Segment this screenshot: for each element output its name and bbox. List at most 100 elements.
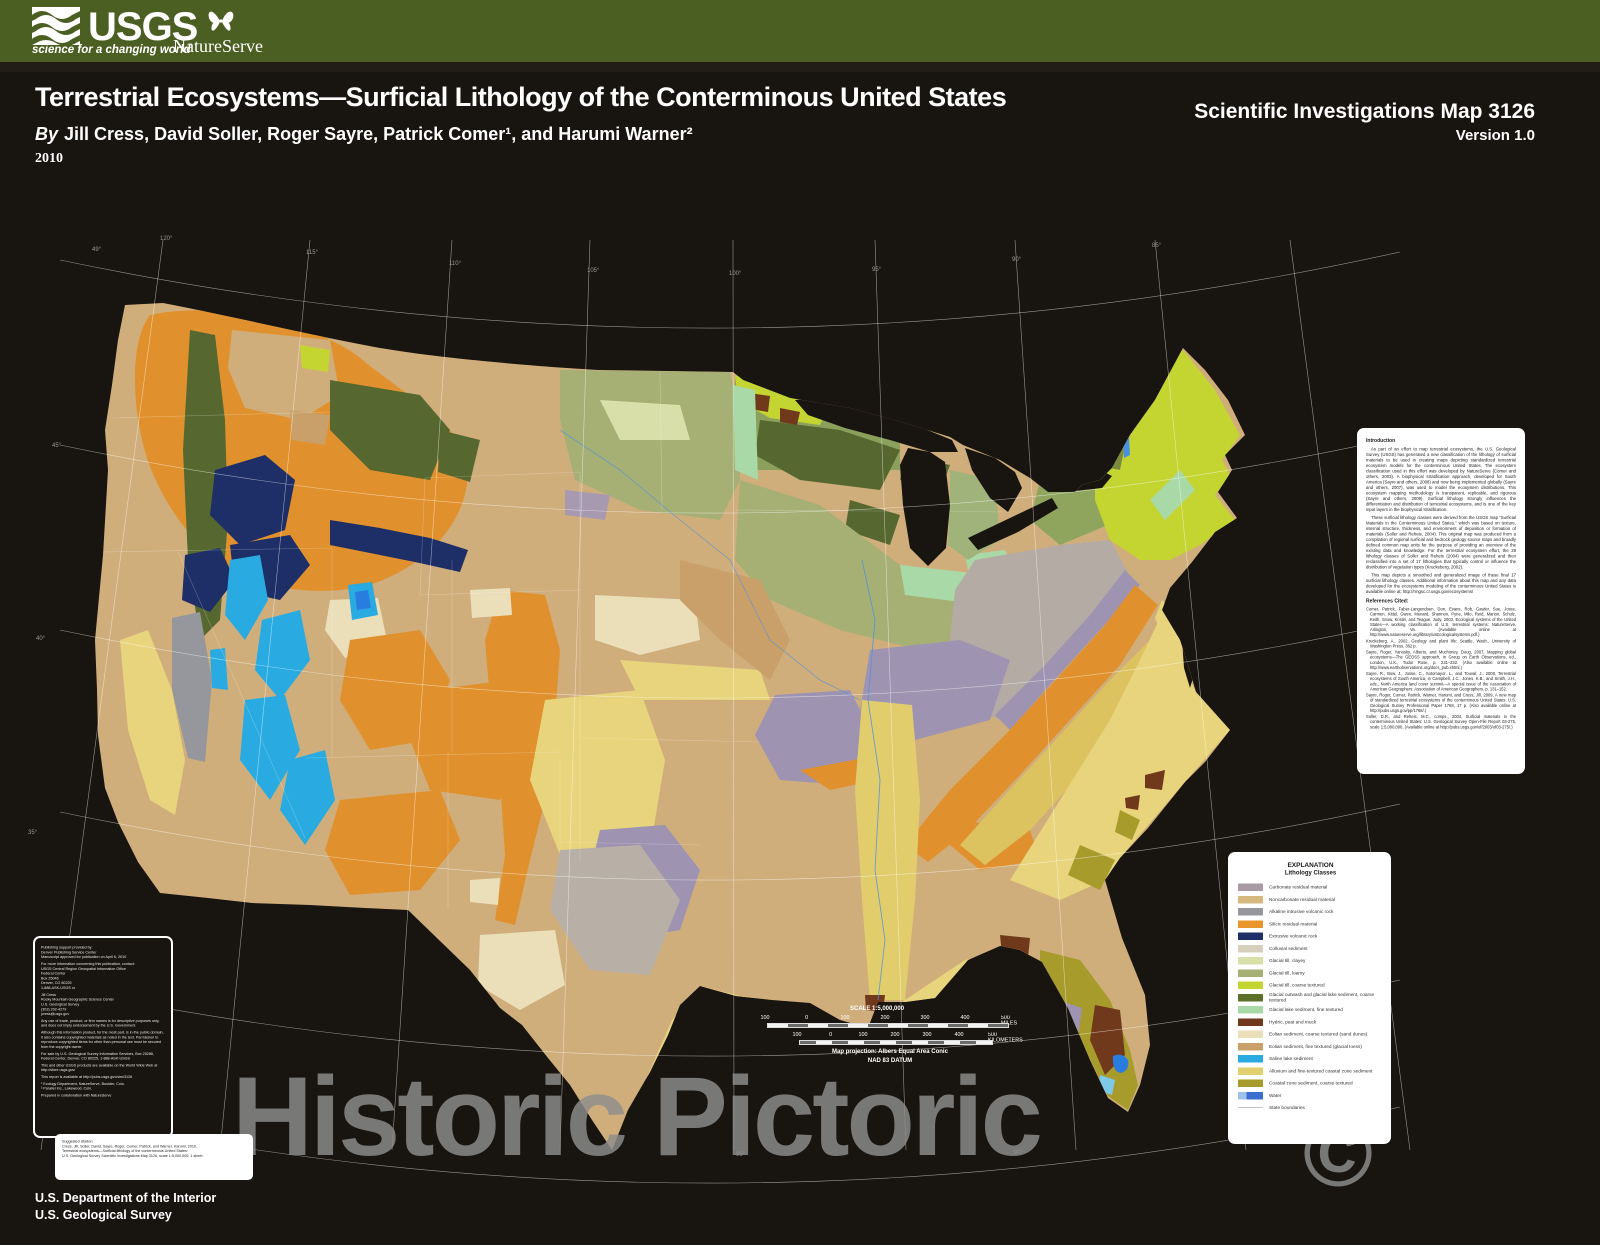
legend-item-label: Silicic residual material <box>1269 921 1318 927</box>
legend-swatch <box>1238 1042 1263 1051</box>
graticule-label: 95° <box>872 267 882 273</box>
legend-items: Carbonate residual material Noncarbonate… <box>1238 881 1383 1102</box>
legend-item: Alluvium and fine-textured coastal zone … <box>1238 1065 1383 1077</box>
legend-swatch <box>1238 957 1263 965</box>
reference-panel: Introduction As part of an effort to map… <box>1357 428 1525 774</box>
legend-swatch <box>1238 1018 1263 1026</box>
legend-panel: EXPLANATION Lithology Classes Carbonate … <box>1228 852 1391 1144</box>
byline: By Jill Cress, David Soller, Roger Sayre,… <box>35 124 693 145</box>
series-block: Scientific Investigations Map 3126 Versi… <box>1194 100 1535 144</box>
legend-item: Noncarbonate residual material <box>1238 893 1383 905</box>
scale-miles-bar <box>767 1023 1009 1028</box>
scale-km-bar <box>799 1040 993 1045</box>
legend-item-label: State boundaries <box>1269 1105 1305 1111</box>
suggested-citation-box: Suggested citation: Cress, Jill, Soller, … <box>55 1134 253 1180</box>
legend-item-label: Eolian sediment, fine textured (glacial … <box>1269 1043 1362 1050</box>
legend-item-state-boundaries: State boundaries <box>1238 1102 1383 1114</box>
legend-swatch <box>1238 1030 1263 1038</box>
legend-item: Alkaline intrusive volcanic rock <box>1238 906 1383 918</box>
legend-item-label: Water <box>1269 1092 1282 1099</box>
footer-survey: U.S. Geological Survey <box>35 1207 172 1222</box>
legend-item: Glacial outwash and glacial lake sedimen… <box>1238 991 1383 1003</box>
legend-item-label: Colluvial sediment <box>1269 945 1308 952</box>
legend-item: Eolian sediment, fine textured (glacial … <box>1238 1040 1383 1052</box>
header-divider <box>0 62 1600 72</box>
legend-item: Water <box>1238 1089 1383 1101</box>
legend-item: Glacial till, coarse textured <box>1238 979 1383 991</box>
legend-item-label: Glacial till, coarse textured <box>1269 982 1325 989</box>
legend-item-label: Extrusive volcanic rock <box>1269 933 1318 940</box>
series-title: Scientific Investigations Map 3126 <box>1194 100 1535 123</box>
legend-swatch <box>1238 1091 1263 1100</box>
graticule-label: 100° <box>729 271 742 277</box>
legend-swatch <box>1238 908 1263 916</box>
graticule-label: 95° <box>736 1152 746 1158</box>
legend-swatch <box>1238 981 1263 989</box>
legend-item-label: Alluvium and fine-textured coastal zone … <box>1269 1068 1373 1074</box>
legend-item-label: Eolian sediment, coarse textured (sand d… <box>1269 1031 1368 1038</box>
usgs-tagline: science for a changing world <box>32 44 191 56</box>
legend-item: Extrusive volcanic rock <box>1238 930 1383 942</box>
projection-note: Map projection: Albers Equal Area Conic … <box>832 1049 948 1064</box>
graticule-label: 110° <box>449 261 461 267</box>
legend-item: Glacial lake sediment, fine textured <box>1238 1004 1383 1016</box>
legend-item: Hydric, peat and muck <box>1238 1016 1383 1028</box>
graticule-label: 45° <box>52 443 62 449</box>
legend-swatch <box>1238 944 1263 953</box>
graticule-label: 35° <box>28 830 38 836</box>
legend-swatch <box>1238 1006 1263 1014</box>
legend-swatch <box>1238 993 1263 1002</box>
legend-swatch <box>1238 969 1263 977</box>
legend-item-label: Glacial till, loamy <box>1269 970 1305 976</box>
citation-lines: Suggested citation: Cress, Jill, Soller, … <box>62 1139 204 1158</box>
usgs-wave-icon <box>32 7 80 45</box>
references-heading: References Cited: <box>1366 598 1409 605</box>
legend-item-label: Carbonate residual material <box>1269 884 1328 891</box>
graticule-label: 90° <box>1012 257 1022 263</box>
legend-item-label: Coastal zone sediment, coarse textured <box>1269 1080 1353 1087</box>
graticule-label: 85° <box>1152 243 1162 249</box>
publication-info-lines: Publishing support provided by: Denver Pu… <box>41 945 164 1098</box>
legend-item-label: Glacial outwash and glacial lake sedimen… <box>1269 992 1375 1003</box>
scale-miles-labels: 100 0 100 200 300 400 500 MILES <box>760 1015 1018 1027</box>
watermark-text: Historic Pictoric <box>232 1054 1043 1179</box>
references-list: Comer, Patrick, Faber-Langendoen, Don, E… <box>1366 607 1516 730</box>
state-boundary-line-swatch <box>1238 1107 1263 1108</box>
authors: Jill Cress, David Soller, Roger Sayre, P… <box>64 124 693 144</box>
legend-item: Eolian sediment, coarse textured (sand d… <box>1238 1028 1383 1040</box>
legend-swatch <box>1238 895 1263 904</box>
legend-subtitle: Lithology Classes <box>1284 869 1337 877</box>
introduction-heading: Introduction <box>1366 438 1396 444</box>
byline-prefix: By <box>35 124 59 144</box>
legend-item-label: Glacial lake sediment, fine textured <box>1269 1007 1343 1013</box>
graticule-label: 40° <box>36 636 46 642</box>
footer: U.S. Department of the Interior U.S. Geo… <box>35 1190 216 1224</box>
legend-item: Glacial till, loamy <box>1238 967 1383 979</box>
header-bar: USGS science for a changing world Nature… <box>0 0 1600 62</box>
publication-year: 2010 <box>35 151 63 166</box>
legend-item: Colluvial sediment <box>1238 942 1383 954</box>
graticule-label: 115° <box>306 250 318 256</box>
butterfly-icon <box>208 11 234 31</box>
graticule-label: 90° <box>1014 1150 1024 1156</box>
legend-item: Saline lake sediment <box>1238 1053 1383 1065</box>
legend-item-label: Hydric, peat and muck <box>1269 1019 1317 1025</box>
page-title: Terrestrial Ecosystems—Surficial Litholo… <box>35 82 1007 112</box>
legend-item-label: Noncarbonate residual material <box>1269 896 1336 903</box>
graticule-label: 120° <box>160 236 173 242</box>
legend-item: Silicic residual material <box>1238 918 1383 930</box>
legend-title: EXPLANATION <box>1287 861 1334 869</box>
legend-item-label: Glacial till, clayey <box>1269 958 1306 964</box>
footer-department: U.S. Department of the Interior <box>35 1191 217 1205</box>
introduction-paragraphs: As part of an effort to map terrestrial … <box>1366 446 1516 595</box>
legend-swatch <box>1238 1079 1263 1087</box>
legend-item: Glacial till, clayey <box>1238 955 1383 967</box>
graticule-label: 105° <box>587 268 600 274</box>
legend-swatch <box>1238 883 1263 891</box>
publication-info-box: Publishing support provided by: Denver Pu… <box>33 936 173 1138</box>
usgs-logo: USGS <box>30 5 198 49</box>
usgs-wordmark: USGS <box>88 5 198 49</box>
graticule-label: 49° <box>92 247 102 253</box>
